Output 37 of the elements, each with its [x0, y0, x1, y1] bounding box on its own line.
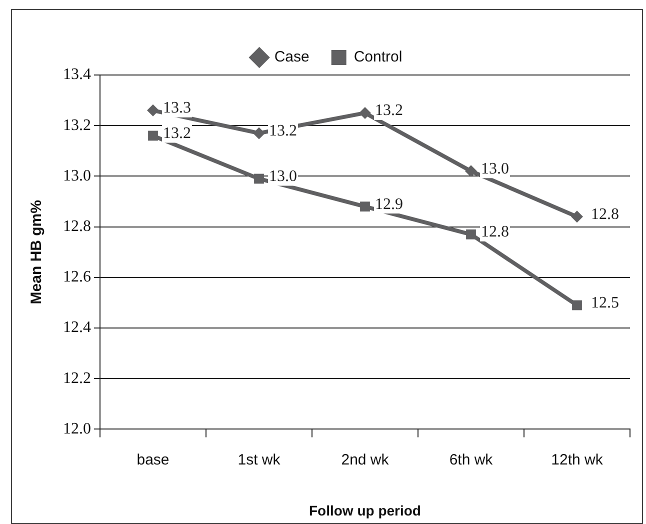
point — [360, 202, 370, 212]
point — [147, 104, 159, 116]
point — [148, 130, 158, 141]
data-label: 13.2 — [269, 122, 297, 140]
point — [466, 229, 476, 240]
x-tick-label: 1st wk — [238, 451, 281, 468]
data-label: 13.0 — [269, 168, 297, 185]
data-label: 12.9 — [375, 196, 403, 213]
x-tick-label: 2nd wk — [341, 451, 390, 468]
y-tick-label: 12.0 — [63, 420, 91, 438]
data-label: 13.2 — [375, 102, 403, 120]
y-tick-label: 12.6 — [63, 268, 91, 286]
legend-label: Control — [354, 48, 402, 66]
y-tick-label: 12.2 — [63, 370, 91, 387]
data-label: 13.3 — [163, 100, 191, 117]
point — [571, 210, 583, 223]
data-label: 13.0 — [481, 160, 509, 178]
point — [465, 165, 477, 178]
y-tick-label: 12.4 — [63, 319, 91, 336]
legend-label: Case — [274, 48, 310, 66]
point — [254, 174, 264, 184]
data-label: 12.8 — [591, 206, 619, 223]
y-tick-label: 13.0 — [63, 167, 91, 184]
x-tick-label: 12th wk — [551, 451, 604, 468]
data-label: 13.2 — [163, 124, 191, 142]
x-tick-label: base — [136, 451, 170, 468]
y-tick-label: 12.8 — [63, 218, 91, 236]
x-tick-label: 6th wk — [449, 451, 494, 468]
y-axis-title: Mean HB gm% — [28, 200, 46, 304]
point — [572, 300, 582, 310]
data-label: 12.8 — [481, 224, 509, 241]
y-tick-label: 13.4 — [63, 66, 91, 84]
data-label: 12.5 — [591, 294, 619, 312]
x-axis-title: Follow up period — [309, 502, 421, 518]
point — [359, 106, 371, 119]
y-tick-label: 13.2 — [63, 116, 91, 134]
point — [253, 127, 265, 140]
